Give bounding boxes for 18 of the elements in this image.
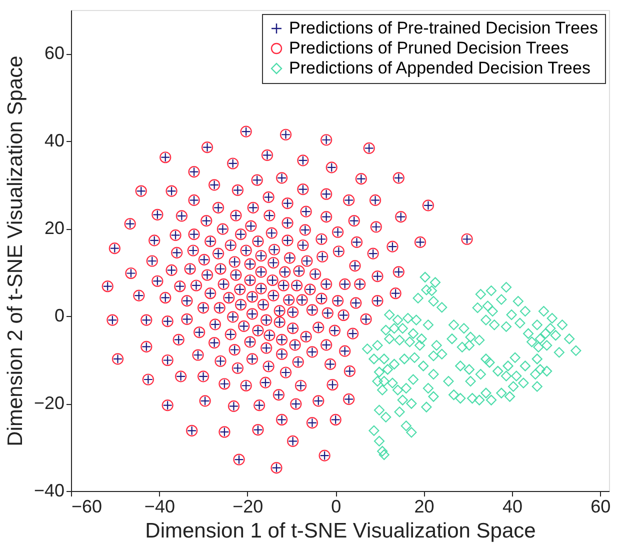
legend-label: Predictions of Pruned Decision Trees [289,38,569,58]
y-tick-label: 0 [54,306,64,326]
x-tick-label: −20 [232,496,264,516]
y-tick-label: 40 [44,130,64,151]
x-tick-label: 60 [590,496,611,516]
x-tick-label: 40 [502,496,522,516]
y-tick-label: 20 [44,218,64,238]
x-tick-label: 20 [414,496,434,516]
x-tick-label: −40 [144,496,175,516]
x-tick-label: 0 [331,496,342,516]
y-tick-label: −40 [34,480,64,500]
y-tick-label: 60 [44,43,64,64]
x-tick-label: −60 [72,496,102,516]
y-axis-title: Dimension 2 of t-SNE Visualization Space [4,56,27,446]
legend-label: Predictions of Pre-trained Decision Trees [289,18,598,38]
x-axis-title: Dimension 1 of t-SNE Visualization Space [145,520,536,542]
y-tick-label: −20 [34,393,64,414]
legend-label: Predictions of Appended Decision Trees [289,58,590,78]
